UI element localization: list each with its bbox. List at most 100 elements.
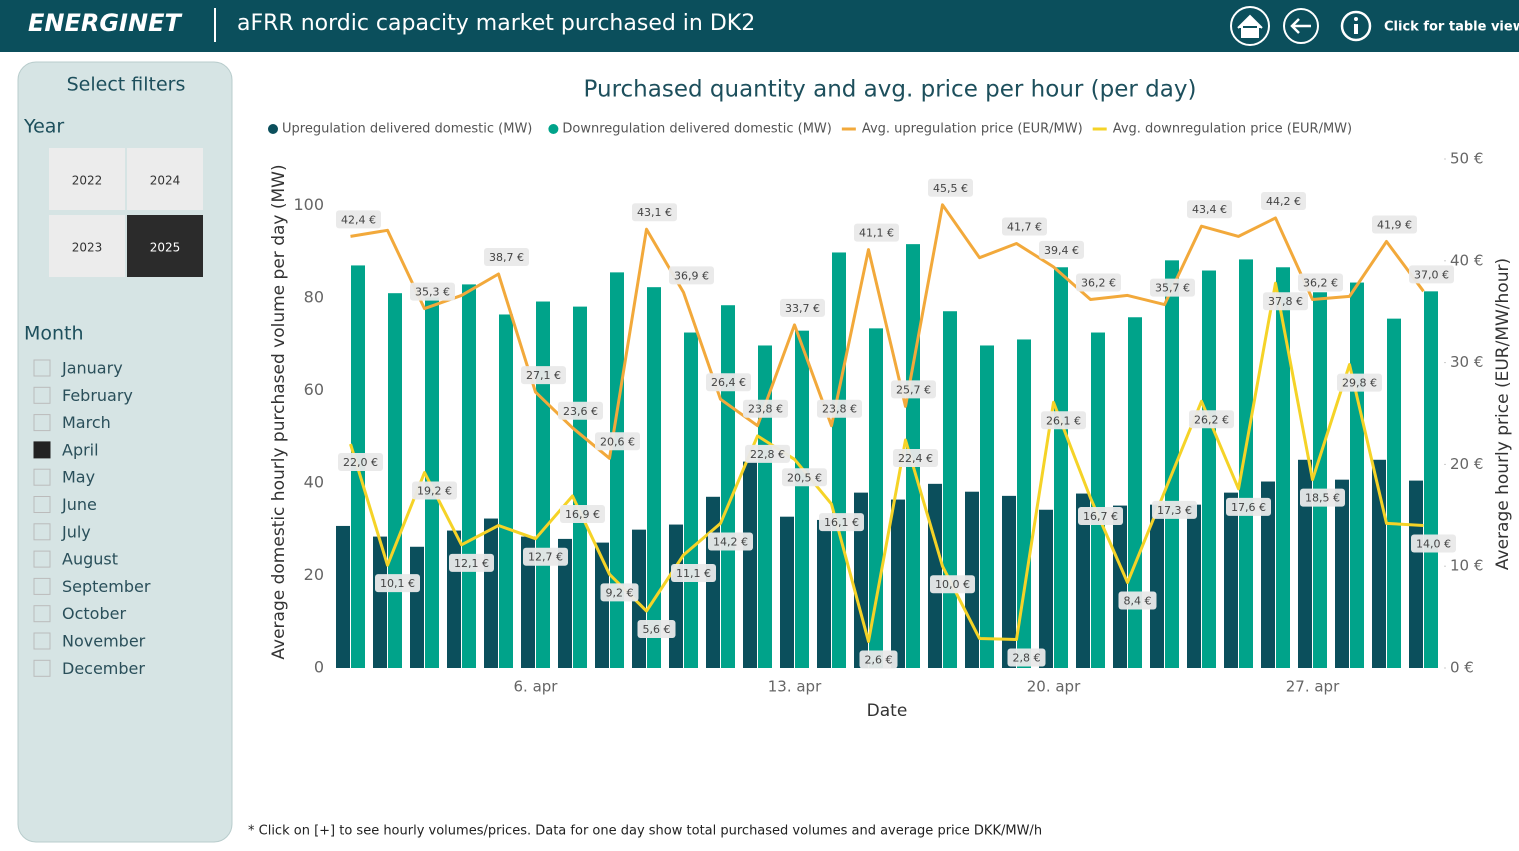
value-label: 26,1 € — [1046, 414, 1081, 427]
filter-title: Select filters — [67, 74, 186, 96]
value-label-box — [1189, 410, 1234, 429]
bar — [447, 530, 461, 668]
value-label: 20,5 € — [787, 471, 822, 484]
year-tile[interactable] — [127, 215, 203, 277]
value-label: 41,7 € — [1007, 220, 1042, 233]
value-label-box — [484, 248, 529, 267]
value-label-box — [854, 223, 899, 242]
month-option[interactable]: April — [62, 440, 99, 459]
bar — [1002, 495, 1016, 668]
legend-marker — [268, 124, 278, 134]
back-glyph — [1290, 18, 1311, 34]
month-checkbox[interactable] — [33, 441, 51, 459]
year-option[interactable]: 2022 — [72, 174, 103, 188]
month-option[interactable]: July — [61, 522, 91, 541]
table-view-link[interactable]: Click for table view — [1384, 20, 1519, 35]
month-checkbox[interactable] — [33, 632, 51, 650]
year-tile[interactable] — [49, 215, 125, 277]
value-label: 16,1 € — [824, 516, 859, 529]
month-checkbox[interactable] — [33, 359, 51, 377]
month-checkbox[interactable] — [33, 659, 51, 677]
value-label: 19,2 € — [417, 485, 452, 498]
year-tile[interactable] — [49, 148, 125, 210]
month-checkbox[interactable] — [33, 577, 51, 595]
bar — [669, 524, 683, 668]
month-checkbox[interactable] — [33, 523, 51, 541]
value-label: 26,2 € — [1194, 413, 1229, 426]
info-button[interactable] — [1340, 10, 1372, 42]
bar — [610, 272, 624, 668]
bar — [1128, 317, 1142, 668]
bar — [780, 516, 794, 668]
month-option[interactable]: October — [62, 604, 126, 623]
y2-tick-label: 50 € — [1450, 150, 1483, 168]
value-label: 25,7 € — [896, 383, 931, 396]
month-option[interactable]: June — [61, 495, 97, 514]
value-label-box — [410, 282, 455, 301]
month-checkbox[interactable] — [33, 414, 51, 432]
value-label: 2,6 € — [865, 654, 893, 667]
month-option[interactable]: May — [62, 468, 95, 487]
back-button[interactable] — [1283, 8, 1319, 44]
value-label: 26,4 € — [711, 376, 746, 389]
value-label-box — [412, 481, 457, 500]
value-label-box — [375, 574, 420, 593]
home-button[interactable] — [1230, 6, 1270, 46]
value-label-box — [669, 266, 714, 285]
year-option[interactable]: 2025 — [150, 241, 181, 255]
value-label-box — [1078, 506, 1123, 525]
bar — [1091, 332, 1105, 668]
bar — [462, 284, 476, 668]
value-label: 17,6 € — [1231, 501, 1266, 514]
value-label: 29,8 € — [1342, 377, 1377, 390]
value-label-box — [706, 373, 751, 392]
chart-title: Purchased quantity and avg. price per ho… — [584, 77, 1197, 103]
month-option[interactable]: September — [62, 577, 151, 596]
bar — [647, 287, 661, 668]
bar — [684, 332, 698, 668]
value-label-box — [558, 401, 603, 420]
legend-label: Upregulation delivered domestic (MW) — [282, 122, 532, 137]
month-checkbox[interactable] — [33, 468, 51, 486]
value-label-box — [1007, 648, 1046, 667]
month-option[interactable]: August — [62, 550, 118, 569]
info-icon[interactable] — [1340, 10, 1372, 42]
month-option[interactable]: February — [62, 386, 133, 405]
bar — [558, 538, 572, 668]
bar — [1202, 270, 1216, 668]
year-tile[interactable] — [127, 148, 203, 210]
value-label: 33,7 € — [785, 302, 820, 315]
x-axis-title: Date — [867, 701, 908, 721]
value-label: 36,9 € — [674, 269, 709, 282]
back-icon[interactable] — [1283, 8, 1319, 44]
year-option[interactable]: 2023 — [72, 241, 103, 255]
month-checkbox[interactable] — [33, 386, 51, 404]
value-label-box — [1150, 278, 1195, 297]
month-option[interactable]: December — [62, 659, 145, 678]
value-label: 18,5 € — [1305, 492, 1340, 505]
value-label: 23,8 € — [822, 403, 857, 416]
value-label: 27,1 € — [526, 369, 561, 382]
bar — [891, 499, 905, 668]
month-checkbox[interactable] — [33, 605, 51, 623]
bar — [980, 345, 994, 668]
month-checkbox[interactable] — [33, 550, 51, 568]
value-label: 43,4 € — [1192, 203, 1227, 216]
year-option[interactable]: 2024 — [150, 174, 181, 188]
month-option[interactable]: March — [62, 413, 111, 432]
value-label-box — [1300, 488, 1345, 507]
bar — [1113, 505, 1127, 668]
month-option[interactable]: November — [62, 632, 146, 651]
month-option[interactable]: January — [61, 359, 123, 378]
legend-label: Downregulation delivered domestic (MW) — [562, 122, 831, 137]
value-label: 23,6 € — [563, 405, 598, 418]
value-label-box — [928, 178, 973, 197]
home-icon[interactable] — [1230, 6, 1270, 46]
bar — [1409, 480, 1423, 668]
y-tick-label: 20 — [304, 565, 324, 584]
month-checkbox[interactable] — [33, 496, 51, 513]
value-label-box — [1261, 192, 1306, 211]
value-label-box — [336, 210, 381, 229]
bar — [1076, 493, 1090, 668]
bar — [1350, 282, 1364, 668]
